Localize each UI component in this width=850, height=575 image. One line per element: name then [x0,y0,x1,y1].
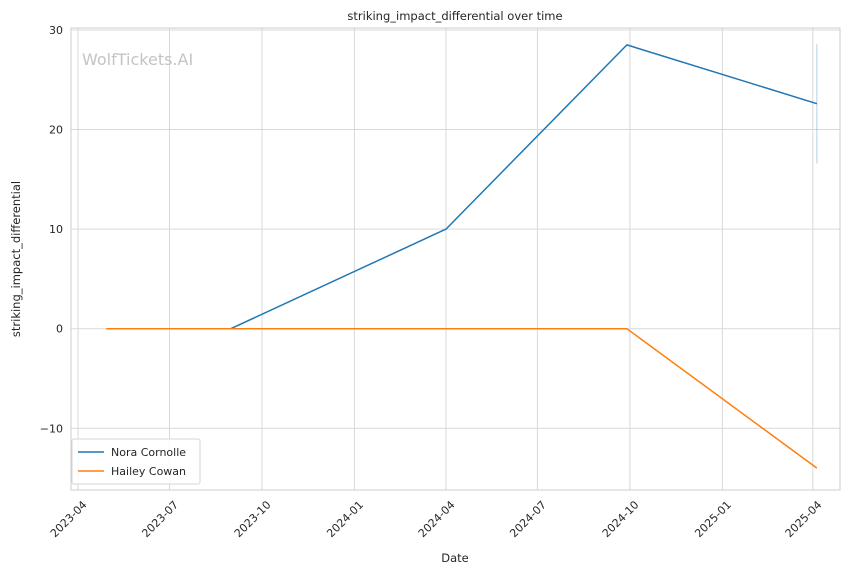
legend-label-nora-cornolle: Nora Cornolle [111,446,186,459]
y-tick-label: 0 [56,323,63,336]
x-tick-label: 2024-04 [416,498,458,540]
series-line-nora-cornolle [230,44,818,330]
series-line-hailey-cowan [106,327,818,469]
y-tick-label: 20 [49,124,63,137]
y-tick-label: 10 [49,223,63,236]
x-tick-label: 2025-01 [692,498,734,540]
y-tick-label: 30 [49,24,63,37]
x-tick-label: 2025-04 [783,498,825,540]
x-tick-label: 2023-04 [48,498,90,540]
series-layer [106,43,818,469]
x-tick-label: 2023-10 [232,498,274,540]
plot-frame [70,27,841,491]
x-axis-label: Date [441,551,469,565]
plot-background [71,28,840,490]
y-axis-label: striking_impact_differential [9,181,23,337]
x-tick-label: 2023-07 [139,498,181,540]
legend: Nora Cornolle Hailey Cowan [71,438,201,485]
legend-box [71,438,201,485]
watermark: WolfTickets.AI [82,50,193,69]
y-tick-label: −10 [40,422,63,435]
x-tick-label: 2024-07 [507,498,549,540]
y-tick-labels: 30 20 10 0 −10 [40,24,63,435]
x-tick-labels: 2023-04 2023-07 2023-10 2024-01 2024-04 2024-… [48,498,825,540]
chart-title: striking_impact_differential over time [347,9,562,23]
legend-label-hailey-cowan: Hailey Cowan [111,465,186,478]
x-tick-label: 2024-01 [324,498,366,540]
x-tick-label: 2024-10 [600,498,642,540]
